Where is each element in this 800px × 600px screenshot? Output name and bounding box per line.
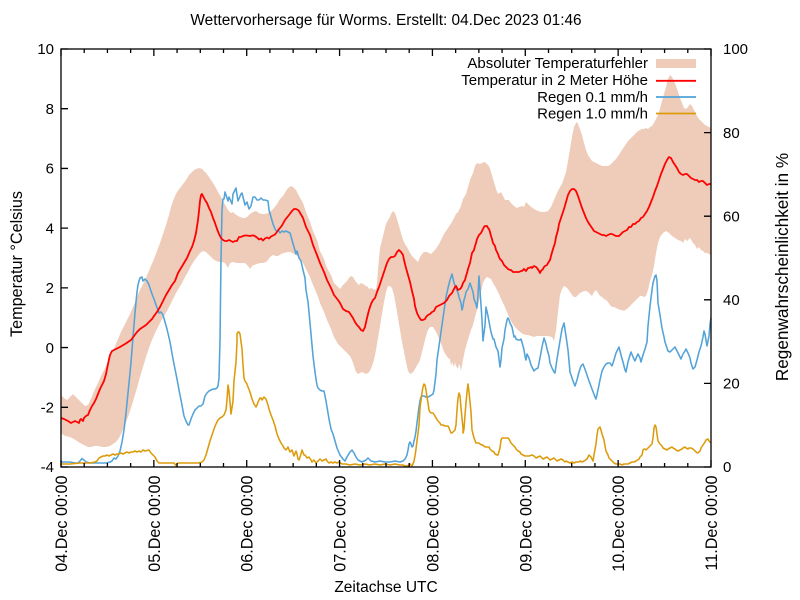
svg-text:07.Dec 00:00: 07.Dec 00:00 (332, 476, 350, 572)
svg-text:Temperatur °Celsius: Temperatur °Celsius (8, 191, 26, 337)
svg-text:6: 6 (46, 161, 54, 178)
svg-text:0: 0 (723, 459, 731, 476)
svg-text:8: 8 (46, 101, 54, 118)
svg-text:08.Dec 00:00: 08.Dec 00:00 (424, 476, 442, 572)
svg-text:-2: -2 (41, 400, 54, 417)
svg-text:Zeitachse UTC: Zeitachse UTC (334, 579, 437, 596)
svg-text:0: 0 (46, 340, 54, 357)
svg-text:4: 4 (46, 220, 54, 237)
svg-text:09.Dec 00:00: 09.Dec 00:00 (517, 476, 535, 572)
svg-text:11.Dec 00:00: 11.Dec 00:00 (703, 476, 721, 571)
svg-text:05.Dec 00:00: 05.Dec 00:00 (146, 476, 164, 572)
svg-text:Regen 0.1 mm/h: Regen 0.1 mm/h (537, 89, 648, 106)
svg-text:60: 60 (723, 208, 740, 225)
svg-text:Wettervorhersage für Worms. Er: Wettervorhersage für Worms. Erstellt: 04… (190, 12, 581, 29)
svg-text:10: 10 (37, 41, 54, 58)
svg-text:06.Dec 00:00: 06.Dec 00:00 (239, 476, 257, 572)
svg-text:100: 100 (723, 41, 748, 58)
svg-text:Temperatur in 2 Meter Höhe: Temperatur in 2 Meter Höhe (461, 72, 648, 89)
svg-text:2: 2 (46, 280, 54, 297)
svg-text:04.Dec 00:00: 04.Dec 00:00 (53, 476, 71, 572)
svg-text:Regen 1.0 mm/h: Regen 1.0 mm/h (537, 106, 648, 123)
svg-text:10.Dec 00:00: 10.Dec 00:00 (610, 476, 628, 572)
svg-text:80: 80 (723, 125, 740, 142)
svg-text:Regenwahrscheinlichkeit in %: Regenwahrscheinlichkeit in % (772, 153, 792, 381)
svg-text:Absoluter Temperaturfehler: Absoluter Temperaturfehler (467, 55, 648, 72)
svg-text:-4: -4 (41, 459, 54, 476)
svg-text:40: 40 (723, 292, 740, 309)
svg-text:20: 20 (723, 376, 740, 393)
